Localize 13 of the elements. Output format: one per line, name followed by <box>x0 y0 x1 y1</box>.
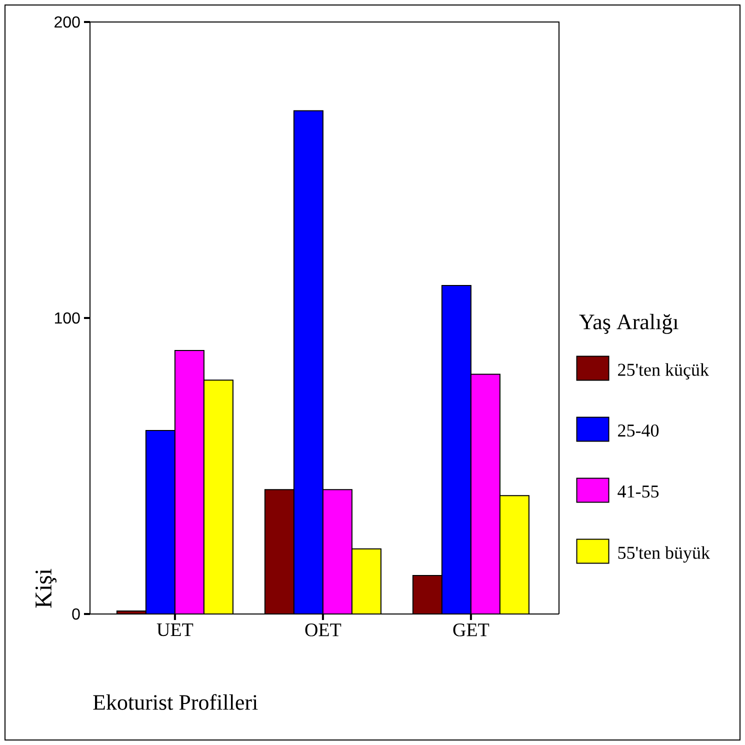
y-tick-label: 100 <box>54 312 80 324</box>
legend-label: 55'ten büyük <box>618 546 710 563</box>
y-axis-title: Kişi <box>35 568 56 608</box>
legend-label: 25-40 <box>618 424 659 437</box>
x-tick-label: OET <box>305 624 342 636</box>
x-tick-label: UET <box>156 624 194 636</box>
x-axis-title: Ekoturist Profilleri <box>93 694 258 710</box>
legend-title: Yaş Aralığı <box>579 314 678 334</box>
y-tick-label: 0 <box>72 608 80 620</box>
x-tick-label: GET <box>453 624 490 636</box>
legend-label: 41-55 <box>618 486 659 498</box>
y-tick-label: 200 <box>54 16 80 28</box>
legend-label: 25'ten küçük <box>618 363 709 380</box>
